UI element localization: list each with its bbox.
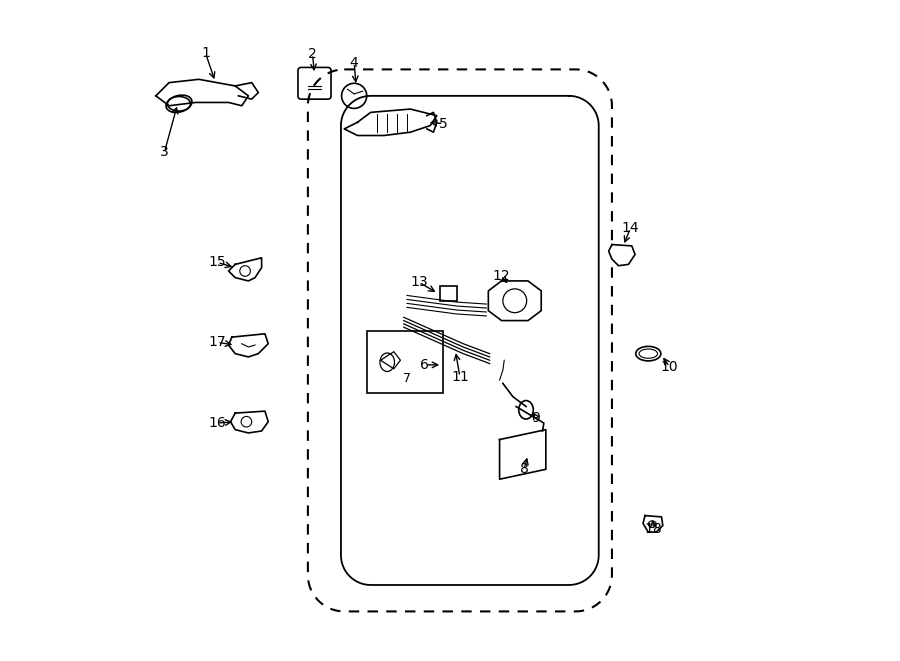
Text: 9: 9 xyxy=(532,410,540,425)
Text: 1: 1 xyxy=(201,46,210,60)
Text: 5: 5 xyxy=(439,116,448,131)
Polygon shape xyxy=(643,516,662,532)
Text: 18: 18 xyxy=(644,522,662,536)
FancyBboxPatch shape xyxy=(440,286,456,301)
Polygon shape xyxy=(229,258,262,281)
Text: 11: 11 xyxy=(451,369,469,384)
Polygon shape xyxy=(489,281,541,321)
Text: 13: 13 xyxy=(410,275,428,290)
Polygon shape xyxy=(229,334,268,357)
Text: 10: 10 xyxy=(661,360,679,374)
Text: 14: 14 xyxy=(622,221,639,235)
Text: 12: 12 xyxy=(492,268,509,283)
Text: 17: 17 xyxy=(209,335,226,350)
Polygon shape xyxy=(230,411,268,433)
Text: 8: 8 xyxy=(519,462,528,477)
Text: 3: 3 xyxy=(160,145,169,159)
Text: 7: 7 xyxy=(403,371,411,385)
Text: 16: 16 xyxy=(209,416,226,430)
Polygon shape xyxy=(608,245,635,266)
Text: 2: 2 xyxy=(308,47,317,61)
Polygon shape xyxy=(344,109,436,136)
Text: 6: 6 xyxy=(420,358,429,372)
Text: 15: 15 xyxy=(209,255,226,270)
Text: 4: 4 xyxy=(350,56,358,70)
FancyBboxPatch shape xyxy=(367,330,444,393)
